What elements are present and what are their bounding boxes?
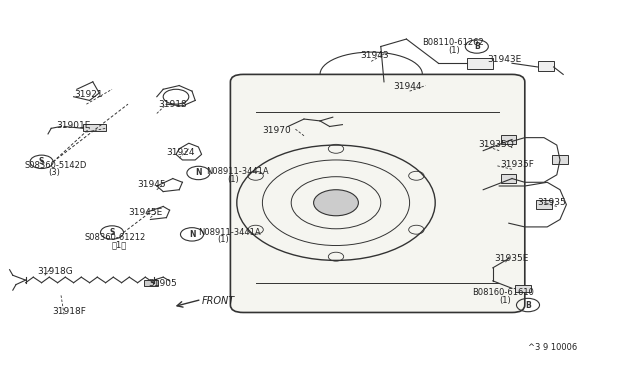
Text: B08110-61262: B08110-61262 [422,38,484,47]
Text: 31901E: 31901E [56,121,91,130]
Text: (1): (1) [448,46,460,55]
Text: 31943: 31943 [360,51,389,60]
Text: 31970: 31970 [262,126,291,135]
Bar [501,174,516,183]
Text: 31944: 31944 [394,82,422,91]
Text: 31935Q: 31935Q [479,140,515,149]
Bar [467,58,493,69]
Text: (1): (1) [227,175,239,184]
Text: B08160-61610: B08160-61610 [472,288,534,297]
Bar [552,155,568,164]
Text: 31945E: 31945E [128,208,163,217]
Text: S: S [109,228,115,237]
Text: S08360-61212: S08360-61212 [84,233,146,242]
Text: 31921: 31921 [74,90,103,99]
Text: 31943E: 31943E [488,55,522,64]
Text: 31935E: 31935E [495,254,529,263]
Bar [538,61,554,71]
Bar [501,135,516,144]
Bar [83,124,106,131]
Text: （1）: （1） [112,240,127,249]
Text: (1): (1) [499,296,511,305]
Text: S08360-5142D: S08360-5142D [24,161,86,170]
Text: 31924: 31924 [166,148,195,157]
Text: 31905: 31905 [148,279,177,288]
Text: N08911-3441A: N08911-3441A [206,167,269,176]
Text: B: B [474,42,479,51]
Text: 31918F: 31918F [52,307,86,316]
Bar [144,280,158,286]
Text: 31935: 31935 [538,198,566,207]
Bar [515,285,531,292]
Bar [536,200,552,209]
Text: (1): (1) [218,235,229,244]
Text: S: S [39,157,44,166]
Text: 31935F: 31935F [500,160,534,169]
Text: FRONT: FRONT [202,296,235,305]
Text: 31918G: 31918G [37,267,73,276]
Text: N08911-3441A: N08911-3441A [198,228,261,237]
Text: ^3 9 10006: ^3 9 10006 [528,343,577,352]
Text: (3): (3) [48,169,60,177]
Text: N: N [189,230,195,239]
FancyBboxPatch shape [230,74,525,312]
Text: N: N [195,169,202,177]
Text: B: B [525,301,531,310]
Circle shape [314,190,358,216]
Text: 31945: 31945 [138,180,166,189]
Text: 31918: 31918 [159,100,188,109]
